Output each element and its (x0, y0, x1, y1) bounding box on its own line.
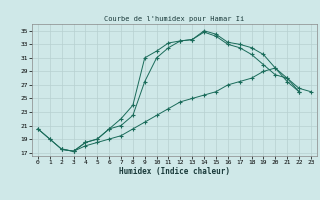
Title: Courbe de l'humidex pour Hamar Ii: Courbe de l'humidex pour Hamar Ii (104, 16, 244, 22)
X-axis label: Humidex (Indice chaleur): Humidex (Indice chaleur) (119, 167, 230, 176)
